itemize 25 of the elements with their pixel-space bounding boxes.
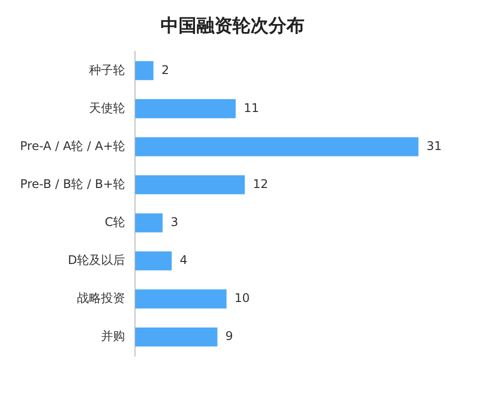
bar xyxy=(135,289,227,308)
data-label: 31 xyxy=(426,138,442,153)
bar xyxy=(135,99,236,118)
data-label: 11 xyxy=(244,100,259,115)
y-tick-label: 天使轮 xyxy=(89,100,126,115)
bar xyxy=(135,213,163,232)
bar xyxy=(135,61,154,80)
y-tick-label: C轮 xyxy=(104,214,126,229)
bar xyxy=(135,175,245,194)
y-tick-label: 种子轮 xyxy=(89,62,126,77)
y-tick-label: 战略投资 xyxy=(77,291,126,306)
y-tick-label: D轮及以后 xyxy=(68,253,126,267)
data-label: 10 xyxy=(234,291,250,306)
chart-title: 中国融资轮次分布 xyxy=(160,15,304,36)
bar xyxy=(135,137,418,156)
data-label: 3 xyxy=(170,214,178,229)
bar xyxy=(135,327,218,346)
data-label: 4 xyxy=(180,253,188,267)
data-label: 2 xyxy=(161,62,170,77)
data-label: 12 xyxy=(252,176,268,191)
y-tick-label: Pre-A / A轮 / A+轮 xyxy=(20,138,126,153)
y-tick-label: Pre-B / B轮 / B+轮 xyxy=(20,176,126,191)
y-tick-label: 并购 xyxy=(101,329,126,344)
data-label: 9 xyxy=(225,329,234,344)
bar xyxy=(135,251,172,270)
